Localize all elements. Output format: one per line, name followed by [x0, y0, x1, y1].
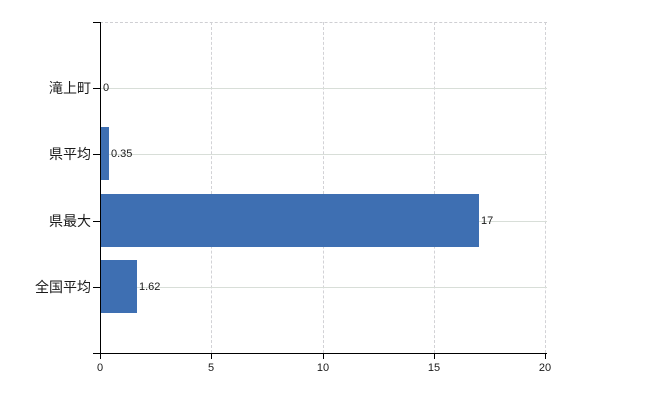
h-gridline — [100, 287, 547, 288]
bar-value-label: 0.35 — [111, 148, 133, 160]
x-tick-label: 10 — [316, 362, 330, 374]
v-gridline — [545, 22, 546, 353]
x-tick-label: 5 — [207, 362, 215, 374]
h-gridline — [100, 88, 547, 89]
bar — [101, 127, 109, 180]
x-tick-mark — [434, 354, 435, 359]
category-label: 県最大 — [49, 213, 91, 229]
y-tick-mark — [93, 88, 100, 89]
y-tick-mark — [93, 221, 100, 222]
x-tick-mark — [545, 354, 546, 359]
category-label: 全国平均 — [35, 279, 91, 295]
x-tick-mark — [323, 354, 324, 359]
v-gridline — [323, 22, 324, 353]
x-axis-line — [93, 353, 547, 354]
x-tick-mark — [100, 354, 101, 359]
category-label: 滝上町 — [49, 80, 91, 96]
h-gridline — [100, 154, 547, 155]
x-tick-mark — [211, 354, 212, 359]
y-axis-line — [100, 22, 101, 358]
y-tick-mark — [93, 287, 100, 288]
x-tick-label: 0 — [96, 362, 104, 374]
bar — [101, 260, 137, 313]
bar — [101, 194, 479, 247]
y-axis-top-end-tick — [93, 22, 100, 23]
x-tick-label: 20 — [538, 362, 552, 374]
v-gridline — [211, 22, 212, 353]
y-tick-mark — [93, 154, 100, 155]
x-tick-label: 15 — [427, 362, 441, 374]
category-label: 県平均 — [49, 146, 91, 162]
plot-top-border — [100, 22, 547, 23]
bar-value-label: 1.62 — [139, 281, 161, 293]
v-gridline — [434, 22, 435, 353]
bar-value-label: 17 — [481, 215, 494, 227]
bar-value-label: 0 — [103, 82, 110, 94]
